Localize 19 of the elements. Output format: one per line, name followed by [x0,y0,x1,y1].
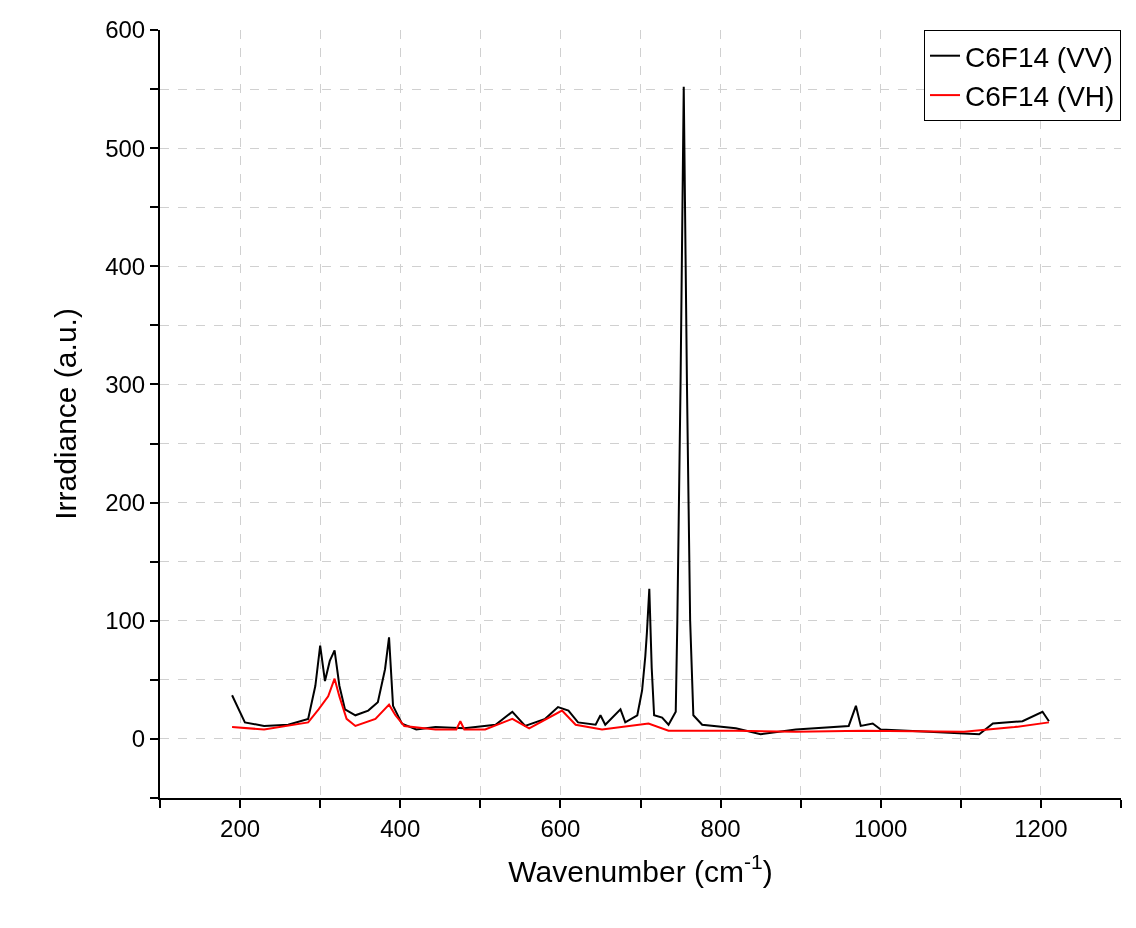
x-axis-title: Wavenumber (cm$^{-1}$) [508,850,773,888]
y-tick-label: 600 [105,16,146,44]
y-tick-label: 200 [105,489,146,517]
legend-label: C6F14 (VH) [965,81,1115,113]
x-tick-label: 200 [220,814,261,842]
y-tick-label: 400 [105,252,146,280]
x-tick-label: 800 [700,814,741,842]
line-series [231,85,1050,736]
line-series [231,677,1050,733]
y-tick-label: 100 [105,607,146,635]
x-tick-label: 1200 [1014,814,1068,842]
y-axis-title: Irradiance (a.u.) [48,308,82,520]
legend-label: C6F14 (VV) [965,41,1113,73]
x-tick-label: 1000 [854,814,908,842]
x-tick-label: 600 [540,814,581,842]
y-tick-label: 300 [105,370,146,398]
x-tick-label: 400 [380,814,421,842]
y-tick-label: 500 [105,134,146,162]
y-tick-label: 0 [131,725,146,753]
